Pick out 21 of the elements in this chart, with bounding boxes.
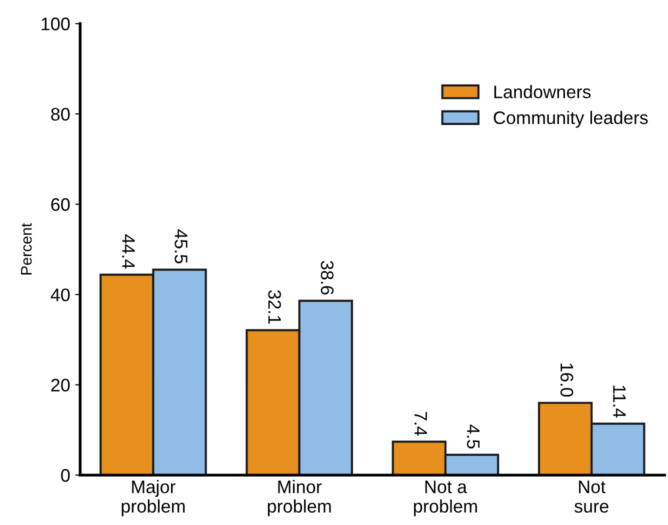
data-label: 16.0	[560, 364, 574, 397]
x-tick-label: Not sure	[574, 480, 608, 513]
data-label: 38.6	[320, 260, 334, 294]
y-tick-label: 0	[61, 469, 70, 482]
y-tick-label: 40	[50, 288, 70, 302]
data-label: 7.4	[414, 412, 427, 436]
data-label: 44.4	[122, 234, 135, 269]
y-tick-label: 80	[51, 108, 70, 121]
legend-label: Community leaders	[494, 110, 648, 128]
y-tick-label: 60	[51, 198, 70, 211]
data-label: 32.1	[268, 290, 281, 324]
y-tick-label: 20	[51, 378, 70, 392]
data-label: 11.4	[613, 386, 626, 418]
legend-label: Landowners	[494, 85, 591, 98]
x-tick-label: Not a problem	[414, 480, 477, 516]
y-tick-label: 100	[42, 18, 70, 30]
x-tick-label: Major problem	[122, 480, 185, 516]
x-tick-label: Minor problem	[268, 480, 331, 516]
y-axis-title: Percent	[21, 223, 32, 274]
data-label: 45.5	[174, 229, 188, 264]
data-label: 4.5	[466, 424, 480, 448]
